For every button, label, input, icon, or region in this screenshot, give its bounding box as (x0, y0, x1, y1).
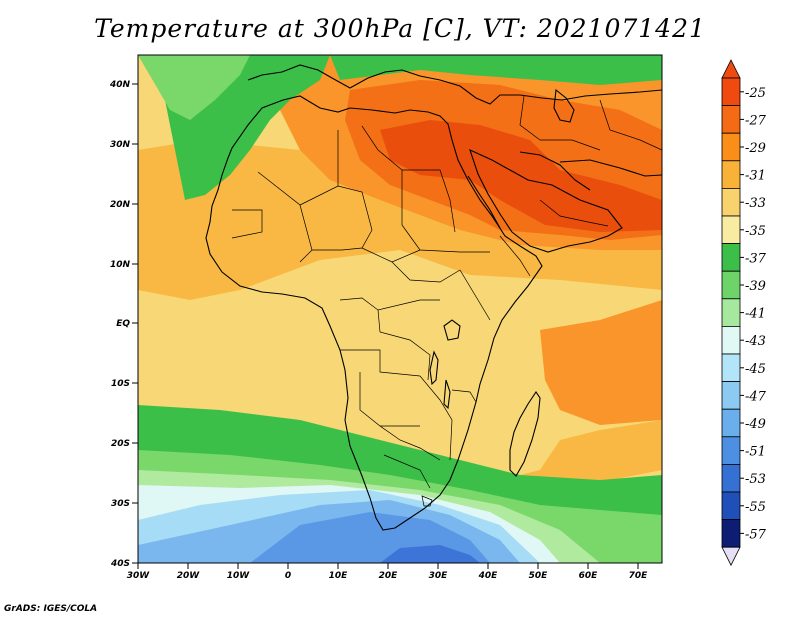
colorbar-swatch (721, 519, 741, 548)
field-orange-southeast (540, 300, 662, 425)
colorbar-swatch (721, 353, 741, 383)
colorbar-bottom-arrow (721, 546, 741, 567)
y-tick-label: 10N (110, 260, 131, 270)
lake-malawi (443, 379, 451, 410)
x-tick-label: 0 (285, 571, 291, 581)
x-tick-label: 60E (579, 571, 599, 581)
madagascar-coastline (509, 391, 541, 477)
colorbar: -25 -27 -29 -31 -33 -35 -37 -39 -41 -43 -45 -47 -49 -… (721, 59, 767, 567)
y-tick-label: 40S (110, 559, 130, 569)
persian-gulf-coast (519, 151, 591, 191)
field-green-northeast (330, 55, 662, 85)
y-tick-label: 40N (109, 80, 131, 90)
arabia-coastline (469, 148, 623, 253)
colorbar-swatch (721, 436, 741, 465)
colorbar-swatch (721, 132, 741, 162)
colorbar-label: -37 (745, 251, 767, 266)
field-dark-blue-south (380, 545, 480, 563)
colorbar-label: -35 (745, 224, 766, 239)
y-tick-label: 30N (110, 140, 131, 150)
colorbar-swatch (721, 215, 741, 245)
credit-label: GrADS: IGES/COLA (4, 604, 98, 614)
colorbar-swatch (721, 105, 741, 134)
colorbar-label: -49 (745, 417, 766, 432)
colorbar-swatch (721, 491, 741, 521)
colorbar-swatch (721, 160, 741, 189)
colorbar-label: -57 (745, 527, 767, 542)
colorbar-top-arrow (721, 59, 741, 79)
colorbar-label: -29 (745, 141, 766, 156)
colorbar-swatch (721, 243, 741, 272)
colorbar-swatch (721, 77, 741, 107)
red-sea (467, 175, 501, 229)
colorbar-label: -39 (745, 279, 766, 294)
x-tick-label: 10E (329, 571, 349, 581)
plot-frame (137, 54, 663, 564)
colorbar-label: -55 (745, 500, 766, 515)
coastlines (205, 64, 662, 531)
colorbar-swatch (721, 325, 741, 355)
colorbar-swatch (721, 408, 741, 438)
colorbar-swatch (721, 381, 741, 410)
x-tick-label: 40E (478, 571, 499, 581)
colorbar-label: -41 (745, 307, 766, 322)
colorbar-swatch (721, 270, 741, 300)
x-tick-label: 50E (529, 571, 549, 581)
colorbar-label: -51 (745, 445, 766, 460)
x-tick-label: 10W (227, 571, 251, 581)
country-borders (231, 95, 662, 507)
y-tick-labels: 40N 30N 20N 10N EQ 10S 20S 30S 40S (109, 80, 131, 569)
colorbar-swatch (721, 298, 741, 327)
y-tick-label: 30S (111, 499, 130, 509)
y-tick-label: 20N (110, 200, 131, 210)
colorbar-label: -45 (745, 362, 766, 377)
y-tick-label: 10S (111, 379, 130, 389)
x-tick-label: 20E (379, 571, 399, 581)
europe-coastline (247, 64, 662, 105)
colorbar-label: -47 (745, 389, 767, 404)
x-tick-label: 20W (177, 571, 201, 581)
y-tick-label: 20S (111, 439, 130, 449)
colorbar-label: -43 (745, 334, 766, 349)
colorbar-label: -27 (745, 113, 767, 128)
colorbar-swatch (721, 463, 741, 493)
lake-tanganyika (429, 350, 439, 386)
x-tick-label: 30E (429, 571, 449, 581)
y-tick-label: EQ (116, 319, 130, 329)
x-tick-labels: 30W 20W 10W 0 10E 20E 30E 40E 50E 60E 70… (127, 571, 648, 581)
chart-title: Temperature at 300hPa [C], VT: 202107142… (94, 14, 706, 43)
caspian-coast (553, 88, 575, 123)
x-tick-label: 70E (629, 571, 649, 581)
colorbar-label: -53 (745, 472, 766, 487)
colorbar-label: -33 (745, 196, 766, 211)
colorbar-swatch (721, 187, 741, 217)
iran-coast (559, 159, 662, 177)
colorbar-label: -31 (745, 169, 766, 184)
x-tick-label: 30W (127, 571, 151, 581)
field-light-green-north (138, 55, 250, 120)
colorbar-label: -25 (745, 86, 766, 101)
temperature-field (138, 55, 662, 563)
lake-victoria (443, 319, 461, 341)
tick-marks (132, 83, 639, 569)
